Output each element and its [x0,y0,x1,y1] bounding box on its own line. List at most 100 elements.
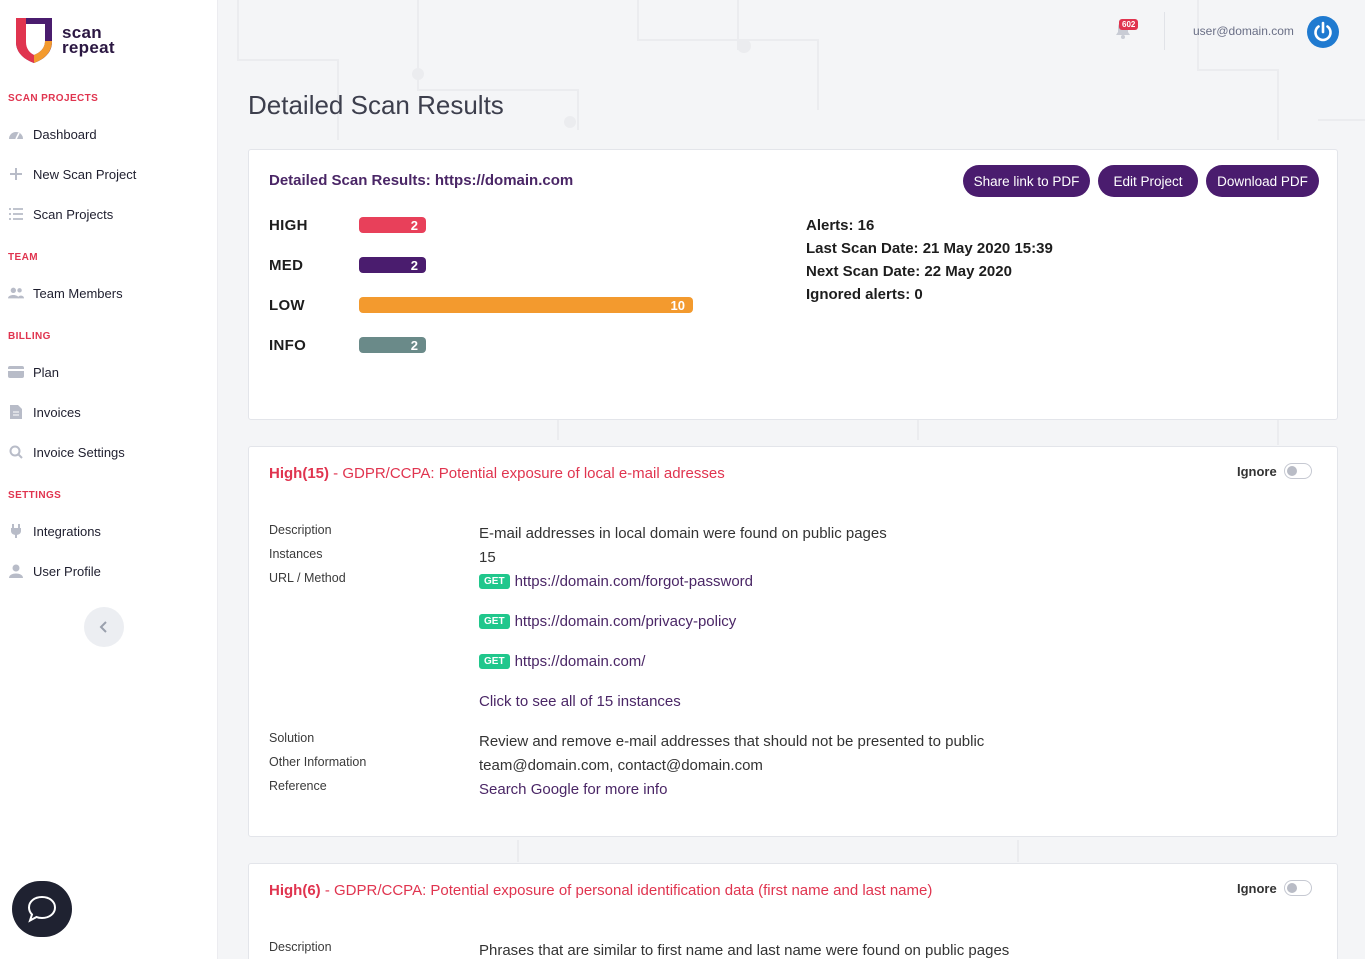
alerts-count: Alerts: 16 [806,217,875,234]
sidebar-item-scan-projects[interactable]: Scan Projects [8,202,113,226]
severity-label-high: HIGH [269,217,308,234]
users-icon [8,285,24,301]
search-icon [8,444,24,460]
notification-count-badge: 602 [1119,19,1139,30]
url-link[interactable]: https://domain.com/forgot-password [514,573,754,590]
power-icon [1314,21,1332,42]
share-pdf-link-button[interactable]: Share link to PDF [963,165,1090,197]
summary-title: Detailed Scan Results: https://domain.co… [269,172,574,189]
severity-bar-low: 10 [359,297,693,313]
severity-label-med: MED [269,257,304,274]
ignore-control: Ignore [1237,880,1312,896]
ignore-control: Ignore [1237,463,1312,479]
sidebar-item-invoice-settings[interactable]: Invoice Settings [8,440,125,464]
method-badge: GET [479,574,510,589]
solution-value: Review and remove e-mail addresses that … [479,733,985,750]
sidebar: scan repeat SCAN PROJECTS Dashboard New … [0,0,218,959]
other-info-label: Other Information [269,755,367,769]
url-link[interactable]: https://domain.com/ [514,653,646,670]
ignore-toggle[interactable] [1283,463,1312,479]
severity-count: 2 [410,257,418,273]
sidebar-item-dashboard[interactable]: Dashboard [8,122,97,146]
topbar-divider [1164,12,1165,50]
section-settings: SETTINGS [8,490,62,501]
gauge-icon [8,126,24,142]
reference-link[interactable]: Search Google for more info [479,781,668,798]
card-icon [8,364,24,380]
brand-name: scan repeat [62,23,115,57]
ignore-toggle[interactable] [1283,880,1312,896]
finding-name: - GDPR/CCPA: Potential exposure of local… [329,465,725,482]
finding-name: - GDPR/CCPA: Potential exposure of perso… [320,882,933,899]
url-method-label: URL / Method [269,571,346,585]
sidebar-item-new-scan-project[interactable]: New Scan Project [8,162,136,186]
sidebar-item-integrations[interactable]: Integrations [8,519,101,543]
logout-button[interactable] [1307,16,1339,48]
brand-logo[interactable]: scan repeat [14,16,115,64]
sidebar-item-label: Integrations [33,523,101,539]
severity-label-low: LOW [269,297,305,314]
sidebar-item-team-members[interactable]: Team Members [8,281,123,305]
ignored-alerts: Ignored alerts: 0 [806,286,923,303]
sidebar-item-label: Invoices [33,404,81,420]
finding-card: High(15) - GDPR/CCPA: Potential exposure… [248,446,1338,837]
description-label: Description [269,523,332,537]
url-link[interactable]: https://domain.com/privacy-policy [514,613,737,630]
user-icon [8,563,24,579]
section-billing: BILLING [8,331,51,342]
file-icon [8,404,24,420]
finding-card: High(6) - GDPR/CCPA: Potential exposure … [248,863,1338,959]
chevron-left-icon [99,621,107,633]
see-all-instances-link[interactable]: Click to see all of 15 instances [479,693,681,710]
user-email[interactable]: user@domain.com [1193,24,1294,38]
severity-count: 10 [670,297,685,313]
url-row: GET https://domain.com/ [479,653,645,670]
list-icon [8,206,24,222]
sidebar-item-user-profile[interactable]: User Profile [8,559,101,583]
solution-label: Solution [269,731,315,745]
severity-label-info: INFO [269,337,307,354]
sidebar-item-label: Invoice Settings [33,444,125,460]
sidebar-item-label: New Scan Project [33,166,137,182]
sidebar-item-label: Scan Projects [33,206,114,222]
sidebar-item-label: User Profile [33,563,101,579]
reference-label: Reference [269,779,327,793]
description-value: E-mail addresses in local domain were fo… [479,525,887,542]
method-badge: GET [479,654,510,669]
sidebar-item-label: Team Members [33,285,123,301]
url-row: GET https://domain.com/privacy-policy [479,613,736,630]
finding-title: High(15) - GDPR/CCPA: Potential exposure… [269,465,725,482]
sidebar-item-invoices[interactable]: Invoices [8,400,81,424]
toggle-knob [1286,466,1297,476]
plus-icon [8,166,24,182]
ignore-label: Ignore [1237,463,1277,479]
chat-button[interactable] [12,881,72,937]
finding-severity: High(15) [269,465,329,482]
download-pdf-button[interactable]: Download PDF [1206,165,1319,197]
finding-title: High(6) - GDPR/CCPA: Potential exposure … [269,882,932,899]
section-scan-projects: SCAN PROJECTS [8,93,99,104]
scan-summary-card: Detailed Scan Results: https://domain.co… [248,149,1338,420]
severity-count: 2 [410,337,418,353]
next-scan-date: Next Scan Date: 22 May 2020 [806,263,1012,280]
edit-project-button[interactable]: Edit Project [1098,165,1198,197]
shield-logo-icon [16,18,52,63]
page-title: Detailed Scan Results [248,90,504,120]
other-info-value: team@domain.com, contact@domain.com [479,757,763,774]
severity-bar-med: 2 [359,257,426,273]
instances-label: Instances [269,547,323,561]
finding-severity: High(6) [269,882,321,899]
description-value: Phrases that are similar to first name a… [479,942,1010,959]
sidebar-item-plan[interactable]: Plan [8,360,59,384]
chat-bubble-icon [27,895,57,923]
description-label: Description [269,940,332,954]
collapse-sidebar-button[interactable] [84,607,124,647]
url-row: GET https://domain.com/forgot-password [479,573,753,590]
severity-bar-info: 2 [359,337,426,353]
sidebar-item-label: Dashboard [33,126,97,142]
instances-value: 15 [479,549,496,566]
toggle-knob [1286,883,1297,893]
severity-bar-high: 2 [359,217,426,233]
method-badge: GET [479,614,510,629]
sidebar-item-label: Plan [33,364,60,380]
